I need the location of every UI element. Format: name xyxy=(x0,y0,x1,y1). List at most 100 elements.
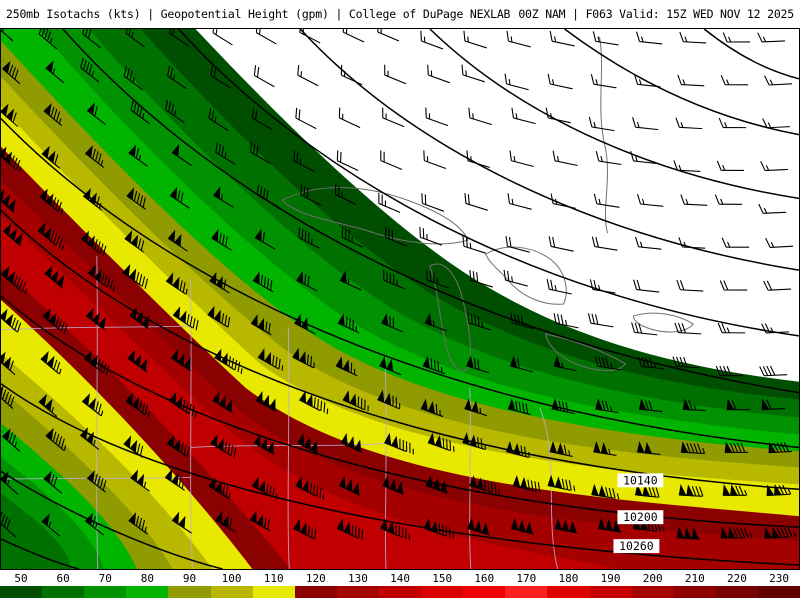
scale-tick-label: 100 xyxy=(221,572,242,585)
wind-barb xyxy=(82,29,102,49)
wind-barb xyxy=(256,184,278,207)
wind-barb xyxy=(299,390,329,415)
scale-color-swatch xyxy=(715,586,758,598)
wind-barb xyxy=(423,518,454,539)
wind-barb xyxy=(165,272,188,295)
scale-color-swatch xyxy=(84,586,127,598)
scale-color-swatch xyxy=(210,586,253,598)
wind-barb xyxy=(336,518,363,540)
wind-barb xyxy=(468,107,492,126)
wind-barb xyxy=(43,102,63,127)
wind-barb xyxy=(466,150,490,169)
scale-tick-label: 150 xyxy=(432,572,453,585)
wind-barb xyxy=(335,356,358,377)
height-label-10260: 10260 xyxy=(613,539,660,553)
wind-barb xyxy=(385,227,408,247)
map-title: 250mb Isotachs (kts) | Geopotential Heig… xyxy=(6,7,511,21)
height-value: 10200 xyxy=(623,510,658,524)
wind-barb xyxy=(426,269,450,289)
wind-barb xyxy=(469,475,500,495)
wind-barb xyxy=(593,441,617,456)
scale-cell: 70 xyxy=(84,571,127,598)
scale-cell: 80 xyxy=(126,571,169,598)
wind-barb xyxy=(548,236,574,252)
isotach-bands xyxy=(1,29,799,569)
wind-barb xyxy=(464,398,487,417)
scale-cell: 200 xyxy=(631,571,674,598)
scale-tick-label: 200 xyxy=(642,572,663,585)
wind-barb xyxy=(674,322,702,335)
wind-barb xyxy=(766,483,792,496)
wind-barb xyxy=(172,306,199,331)
wind-barb xyxy=(678,484,704,497)
wind-barb xyxy=(718,117,747,129)
wind-barb xyxy=(208,477,231,499)
wind-barb xyxy=(590,74,617,89)
wind-barb xyxy=(720,75,749,86)
wind-barb xyxy=(469,270,493,288)
scale-color-swatch xyxy=(547,586,590,598)
wind-barb xyxy=(722,484,748,496)
wind-barb xyxy=(37,222,65,251)
scale-color-swatch xyxy=(336,586,379,598)
wind-barb xyxy=(553,355,577,372)
wind-barb xyxy=(675,117,703,130)
wind-barb xyxy=(421,193,445,212)
wind-barb xyxy=(211,229,232,251)
wind-barb xyxy=(167,229,188,252)
lake-ontario xyxy=(632,312,695,333)
wind-barb xyxy=(765,237,794,248)
scale-tick-label: 50 xyxy=(14,572,28,585)
wind-barb xyxy=(170,349,191,372)
wind-barb xyxy=(761,323,790,334)
wind-barb xyxy=(38,393,58,417)
wind-barb xyxy=(1,385,15,410)
wind-barb xyxy=(298,227,320,249)
wind-barb xyxy=(677,74,705,87)
scale-cell: 90 xyxy=(168,571,211,598)
wind-barb xyxy=(295,107,317,130)
wind-barb xyxy=(591,236,618,251)
wind-barb xyxy=(552,150,578,167)
wind-barb xyxy=(210,434,237,458)
scale-color-swatch xyxy=(463,586,506,598)
wind-barb xyxy=(630,150,657,165)
wind-barb xyxy=(381,313,404,333)
wind-barb xyxy=(214,348,243,374)
height-label-10200: 10200 xyxy=(617,510,664,524)
height-contours xyxy=(1,29,799,569)
scale-cell: 210 xyxy=(673,571,716,598)
height-contour xyxy=(1,538,79,569)
wind-barb xyxy=(714,194,743,205)
scale-color-swatch xyxy=(589,586,632,598)
wind-barb xyxy=(634,483,660,498)
wind-barb xyxy=(168,391,197,419)
height-label-10140: 10140 xyxy=(617,473,664,487)
height-contour xyxy=(564,29,799,136)
wind-barb xyxy=(592,31,619,46)
wind-barb xyxy=(79,427,100,450)
height-contour xyxy=(1,470,223,569)
wind-barb xyxy=(424,312,448,332)
wind-barb xyxy=(422,355,446,375)
wind-barb xyxy=(591,483,620,500)
wind-barb xyxy=(255,29,277,45)
wind-barb xyxy=(337,313,360,334)
wind-barb xyxy=(297,64,319,87)
scale-tick-label: 60 xyxy=(56,572,70,585)
wind-barb xyxy=(129,306,150,330)
wind-barb xyxy=(598,517,622,533)
wind-barb xyxy=(549,440,573,457)
wind-barb xyxy=(509,355,533,373)
height-contour-10140 xyxy=(1,209,799,491)
wind-barb xyxy=(462,235,486,254)
wind-barb xyxy=(631,322,658,336)
wind-barb xyxy=(507,398,531,416)
wind-barb xyxy=(466,355,489,374)
isotach-band-60-south xyxy=(1,493,71,569)
height-contour xyxy=(299,29,799,271)
wind-barb xyxy=(340,64,363,86)
wind-barb xyxy=(507,193,532,210)
wind-barb xyxy=(212,391,233,414)
height-contour xyxy=(429,29,799,200)
